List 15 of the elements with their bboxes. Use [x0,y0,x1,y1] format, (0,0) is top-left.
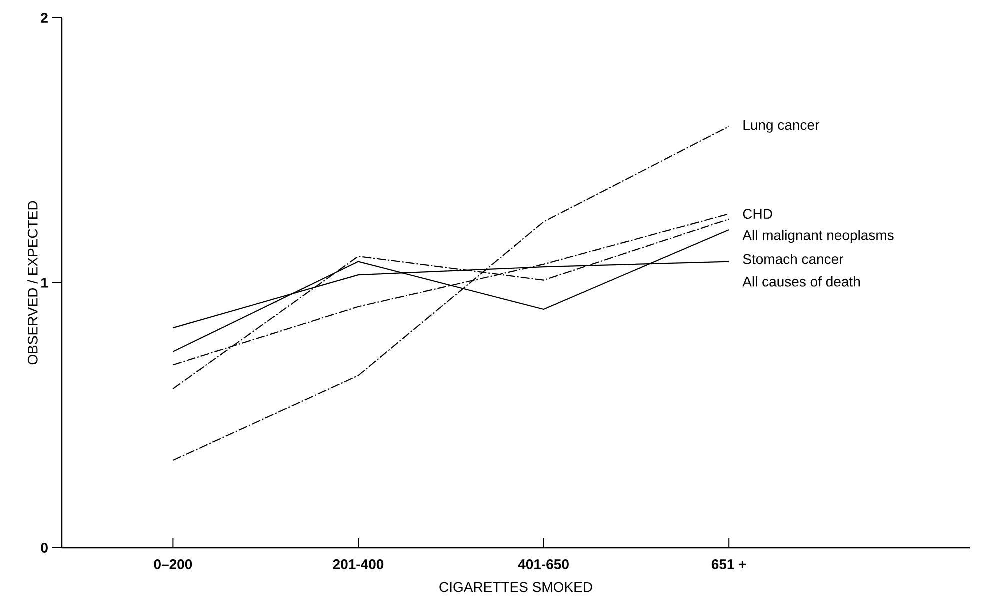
x-tick-label: 651 + [712,560,746,570]
series-label: Lung cancer [744,120,820,133]
series-label: All malignant neoplasms [742,230,894,244]
y-tick-label: 2 [41,13,48,23]
x-tick-label: 201-400 [333,560,384,570]
series-label: All causes of death [742,276,860,287]
line-series [172,126,730,462]
x-tick-label: 401-650 [518,560,569,570]
y-axis-title: OBSERVED / EXPECTED [28,201,38,365]
y-tick-label: 0 [41,543,48,553]
x-axis-title: CIGARETTES SMOKED [440,582,592,592]
series-label: CHD [743,209,772,220]
series-label: Stomach cancer [743,254,844,264]
y-tick-label: 1 [42,278,48,288]
x-tick-label: 0–200 [154,560,192,570]
